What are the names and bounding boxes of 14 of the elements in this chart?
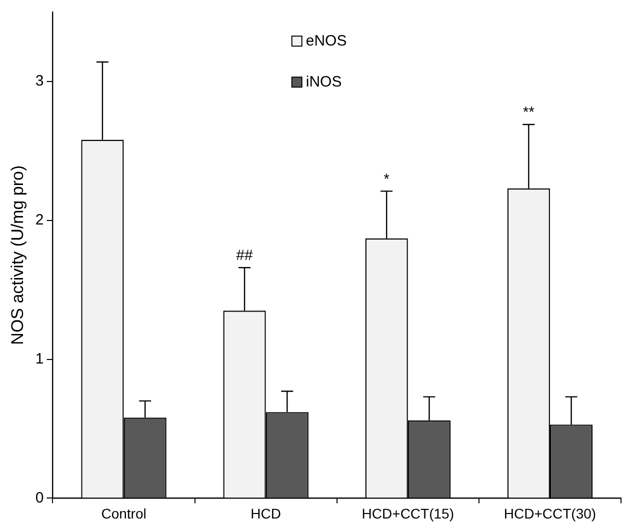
annotation: **: [522, 104, 535, 122]
y-tick-label: 2: [35, 212, 44, 229]
x-tick-label: HCD+CCT(15): [362, 505, 454, 522]
legend-label: iNOS: [306, 73, 342, 90]
y-tick-label: 1: [35, 350, 44, 368]
legend-label: eNOS: [306, 32, 347, 50]
annotation: *: [384, 170, 390, 188]
x-tick-label: Control: [101, 505, 146, 522]
y-tick-label: 3: [35, 72, 44, 90]
x-tick-label: HCD: [250, 505, 282, 522]
y-tick-label: 0: [35, 489, 44, 506]
y-axis-title: NOS activity (U/mg pro): [8, 165, 27, 345]
annotation: ##: [236, 247, 254, 264]
x-tick-label: HCD+CCT(30): [504, 505, 596, 522]
